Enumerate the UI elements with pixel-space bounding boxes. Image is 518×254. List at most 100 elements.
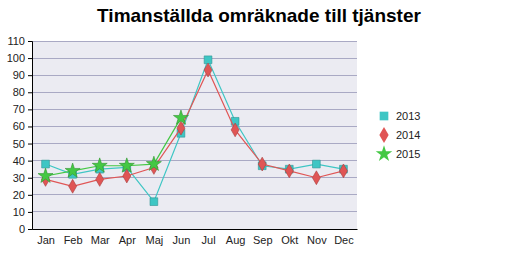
y-tick-mark bbox=[28, 229, 32, 230]
y-tick: 10 bbox=[13, 206, 32, 218]
y-tick-label: 30 bbox=[13, 172, 25, 184]
legend-symbol bbox=[376, 145, 393, 161]
x-axis-line bbox=[33, 229, 358, 230]
x-tick-label: Jul bbox=[202, 234, 216, 246]
legend-label: 2015 bbox=[396, 148, 420, 160]
marker bbox=[339, 164, 347, 178]
x-tick: Feb bbox=[64, 229, 83, 246]
x-tick-label: Sep bbox=[253, 234, 273, 246]
series-markers bbox=[42, 63, 348, 193]
grid-line bbox=[32, 143, 357, 144]
legend-label: 2014 bbox=[396, 129, 420, 141]
y-tick-mark bbox=[28, 212, 32, 213]
marker bbox=[204, 63, 212, 77]
grid bbox=[32, 41, 357, 229]
y-tick-label: 80 bbox=[13, 86, 25, 98]
x-tick: Jul bbox=[202, 229, 216, 246]
grid-line bbox=[32, 229, 357, 230]
legend-label: 2013 bbox=[396, 110, 420, 122]
series-markers bbox=[38, 110, 188, 182]
marker bbox=[146, 156, 161, 170]
series-markers bbox=[42, 56, 348, 206]
x-tick: Apr bbox=[119, 229, 136, 246]
x-tick-label: Feb bbox=[64, 234, 83, 246]
grid-line bbox=[32, 109, 357, 110]
y-tick-label: 70 bbox=[13, 103, 25, 115]
x-tick: Okt bbox=[281, 229, 298, 246]
x-tick-label: Maj bbox=[146, 234, 164, 246]
x-tick: Dec bbox=[334, 229, 354, 246]
grid-line bbox=[32, 58, 357, 59]
x-tick-label: Mar bbox=[91, 234, 110, 246]
y-tick-mark bbox=[28, 178, 32, 179]
y-tick: 90 bbox=[13, 69, 32, 81]
y-tick-label: 100 bbox=[7, 52, 25, 64]
marker bbox=[285, 164, 293, 178]
y-tick-label: 0 bbox=[19, 223, 25, 235]
grid-line bbox=[32, 194, 357, 195]
x-tick-label: Apr bbox=[119, 234, 136, 246]
grid-line bbox=[32, 177, 357, 178]
plot-background bbox=[32, 41, 357, 229]
y-tick-label: 40 bbox=[13, 155, 25, 167]
y-tick: 30 bbox=[13, 172, 32, 184]
x-axis: Jan Feb Mar Apr Maj Jun Jul Aug Sep Okt Nov Dec bbox=[33, 229, 358, 246]
x-tick: Jun bbox=[173, 229, 191, 246]
marker bbox=[92, 158, 107, 172]
grid-line bbox=[32, 160, 357, 161]
x-tick: Maj bbox=[146, 229, 164, 246]
y-tick-label: 10 bbox=[13, 206, 25, 218]
y-tick-mark bbox=[28, 126, 32, 127]
marker bbox=[258, 157, 266, 171]
y-tick: 100 bbox=[7, 52, 32, 64]
marker bbox=[69, 179, 77, 193]
grid-line bbox=[32, 41, 357, 42]
marker bbox=[96, 173, 104, 187]
y-tick-label: 90 bbox=[13, 69, 25, 81]
y-tick-mark bbox=[28, 75, 32, 76]
x-tick: Jan bbox=[37, 229, 55, 246]
y-tick-mark bbox=[28, 41, 32, 42]
x-tick-label: Nov bbox=[307, 234, 327, 246]
marker bbox=[65, 163, 80, 177]
x-tick: Nov bbox=[307, 229, 327, 246]
marker bbox=[204, 56, 212, 64]
series-line bbox=[46, 118, 181, 176]
grid-line bbox=[32, 75, 357, 76]
marker bbox=[173, 110, 188, 124]
y-tick: 50 bbox=[13, 138, 32, 150]
chart: Timanställda omräknade till tjänster 0 10 2… bbox=[0, 0, 518, 254]
legend: 2013 2014 2015 bbox=[376, 110, 421, 161]
x-tick-label: Jan bbox=[37, 234, 55, 246]
x-tick: Mar bbox=[91, 229, 110, 246]
title: Timanställda omräknade till tjänster bbox=[97, 5, 421, 26]
y-axis: 0102030405060708090100110 bbox=[7, 35, 33, 235]
legend-symbol bbox=[380, 112, 389, 121]
grid-line bbox=[32, 92, 357, 93]
legend-symbol bbox=[379, 127, 388, 143]
y-tick-label: 60 bbox=[13, 120, 25, 132]
y-tick-label: 110 bbox=[7, 35, 25, 47]
y-tick-mark bbox=[28, 109, 32, 110]
y-tick: 60 bbox=[13, 120, 32, 132]
y-tick-mark bbox=[28, 144, 32, 145]
grid-line bbox=[32, 126, 357, 127]
x-tick: Aug bbox=[226, 229, 246, 246]
x-tick-label: Jun bbox=[173, 234, 191, 246]
series-group bbox=[38, 56, 347, 206]
y-tick: 0 bbox=[19, 223, 32, 235]
marker bbox=[42, 160, 50, 168]
y-tick: 70 bbox=[13, 103, 32, 115]
plot: 0102030405060708090100110JanFebMarAprMaj… bbox=[7, 35, 358, 246]
marker bbox=[150, 198, 158, 206]
marker bbox=[313, 160, 321, 168]
marker bbox=[123, 169, 131, 183]
y-tick-label: 50 bbox=[13, 138, 25, 150]
y-tick-mark bbox=[28, 195, 32, 196]
grid-line bbox=[32, 211, 357, 212]
x-tick-label: Aug bbox=[226, 234, 246, 246]
x-tick-label: Okt bbox=[281, 234, 298, 246]
marker bbox=[38, 168, 53, 182]
y-tick-mark bbox=[28, 161, 32, 162]
series-line bbox=[46, 60, 344, 202]
